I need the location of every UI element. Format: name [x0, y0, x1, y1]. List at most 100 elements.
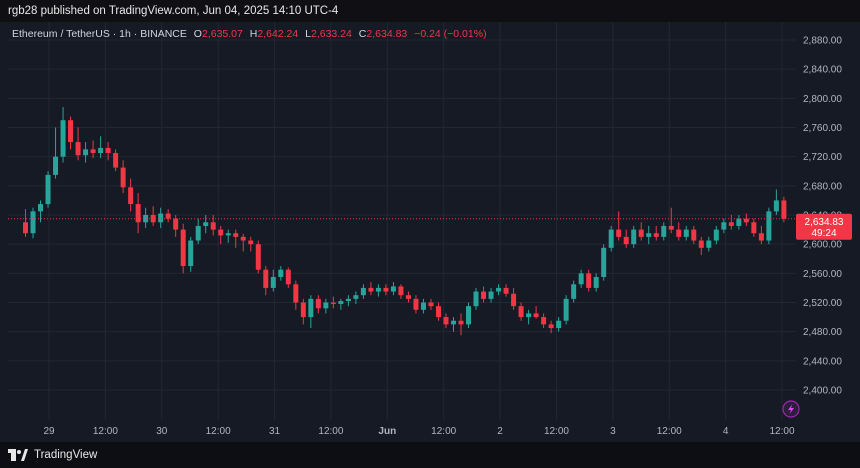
candle-body — [420, 302, 426, 310]
candle — [518, 302, 524, 321]
x-tick-label: 12:00 — [431, 426, 456, 437]
lightning-icon[interactable] — [782, 400, 800, 418]
close-value: 2,634.83 — [366, 28, 408, 40]
x-tick-label: 12:00 — [93, 426, 118, 437]
candle — [315, 295, 321, 314]
x-tick-label: 30 — [156, 426, 168, 437]
candle — [646, 225, 652, 245]
candle — [413, 295, 419, 314]
x-tick-label: 2 — [497, 426, 503, 437]
candle — [98, 136, 104, 159]
candle — [135, 193, 141, 234]
x-axis[interactable]: 29 12:00 30 12:00 31 12:00 Jun 12:00 2 12:00 3 12:0… — [43, 426, 795, 437]
candle-body — [556, 320, 562, 329]
candle — [75, 127, 81, 161]
candle — [743, 213, 749, 226]
candle-body — [285, 269, 291, 285]
candle — [255, 240, 261, 274]
candle — [30, 207, 36, 239]
candle — [661, 222, 667, 241]
candle — [120, 160, 126, 194]
footer-brand[interactable]: TradingView — [34, 449, 98, 461]
chart-area[interactable]: 2,400.00 2,440.00 2,480.00 2,520.00 2,560.00… — [0, 22, 860, 442]
candle-body — [548, 324, 554, 329]
footer-bar: TradingView — [0, 442, 860, 468]
candle — [458, 313, 464, 336]
candle — [45, 171, 51, 208]
candle-body — [195, 225, 201, 241]
grid-lines — [8, 22, 796, 420]
candle-body — [451, 320, 457, 325]
y-tick-label: 2,800.00 — [803, 94, 842, 105]
price-tag-price: 2,634.83 — [805, 217, 844, 228]
candle — [481, 286, 487, 303]
symbol-name[interactable]: Ethereum / TetherUS · 1h · BINANCE — [12, 28, 187, 40]
candle-body — [90, 149, 96, 154]
candle — [113, 149, 119, 172]
candle-body — [743, 218, 749, 223]
tradingview-logo-icon[interactable] — [8, 449, 28, 461]
candle-body — [511, 293, 517, 307]
candle-body — [53, 156, 59, 175]
candle — [390, 282, 396, 296]
candlestick-chart[interactable]: 2,400.00 2,440.00 2,480.00 2,520.00 2,560.00… — [0, 22, 860, 442]
candle-body — [736, 218, 742, 226]
candle — [428, 298, 434, 310]
x-tick-label: Jun — [378, 426, 396, 437]
candle — [496, 284, 502, 296]
candle-body — [315, 298, 321, 309]
candle-body — [466, 306, 472, 325]
candle-body — [646, 233, 652, 237]
candle-body — [233, 233, 239, 237]
candle-body — [368, 287, 374, 292]
candle — [53, 127, 59, 179]
candle-body — [143, 215, 149, 223]
y-tick-label: 2,440.00 — [803, 356, 842, 367]
candle — [188, 236, 194, 272]
candle — [503, 284, 509, 297]
candle-body — [105, 147, 111, 154]
candle-body — [676, 229, 682, 237]
candle-body — [578, 273, 584, 285]
candle — [466, 302, 472, 329]
candle-body — [263, 269, 269, 288]
candle — [616, 211, 622, 241]
candle — [721, 218, 727, 234]
candle — [781, 196, 787, 223]
candle — [586, 269, 592, 292]
x-tick-label: 12:00 — [657, 426, 682, 437]
y-tick-label: 2,520.00 — [803, 298, 842, 309]
candle-body — [390, 286, 396, 292]
candle-body — [330, 302, 336, 304]
candle-body — [526, 313, 532, 318]
candle — [533, 306, 539, 319]
candle — [150, 206, 156, 226]
candle-body — [601, 247, 607, 277]
candle-body — [616, 229, 622, 237]
open-value: 2,635.07 — [201, 28, 243, 40]
candle-body — [758, 233, 764, 241]
candle — [443, 313, 449, 329]
candle — [90, 140, 96, 159]
close-label: C — [358, 28, 367, 40]
candle — [563, 295, 569, 325]
candle-body — [345, 298, 351, 302]
candle — [285, 267, 291, 288]
candle — [180, 223, 186, 274]
candle — [398, 284, 404, 299]
y-tick-label: 2,400.00 — [803, 386, 842, 397]
candle — [68, 116, 74, 150]
candle — [751, 218, 757, 237]
candle — [766, 207, 772, 245]
open-label: O — [193, 28, 202, 40]
x-tick-label: 4 — [723, 426, 729, 437]
candle — [420, 298, 426, 314]
candle-body — [293, 284, 299, 303]
x-tick-label: 12:00 — [769, 426, 794, 437]
candle-body — [541, 317, 547, 325]
candle-body — [225, 233, 231, 236]
candle-body — [728, 222, 734, 226]
candle-body — [488, 291, 494, 299]
candle — [451, 317, 457, 332]
x-tick-label: 29 — [43, 426, 55, 437]
